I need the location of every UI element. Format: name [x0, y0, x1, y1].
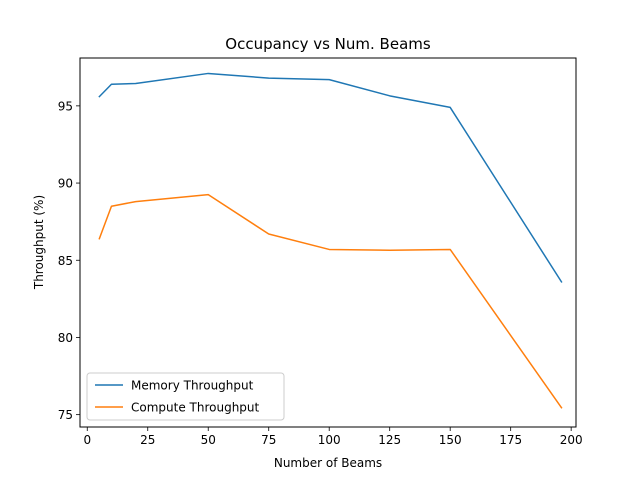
- x-axis-label: Number of Beams: [274, 456, 382, 470]
- legend-box: [86, 372, 285, 421]
- x-tick-label-50: 50: [201, 433, 216, 447]
- chart-title: Occupancy vs Num. Beams: [225, 35, 431, 53]
- x-tick-label-25: 25: [140, 433, 155, 447]
- series-line-memory-throughput: [98, 72, 563, 283]
- y-tick-label-95: 95: [58, 99, 73, 113]
- y-tick-label-90: 90: [58, 177, 73, 191]
- y-tick-label-85: 85: [58, 254, 73, 268]
- legend-label-memory-throughput: Memory Throughput: [131, 379, 254, 393]
- y-tick-label-75: 75: [58, 408, 73, 422]
- x-tick-label-125: 125: [378, 433, 401, 447]
- series-layer: [98, 72, 563, 409]
- y-tick-label-80: 80: [58, 331, 73, 345]
- y-axis-label: Throughput (%): [32, 195, 46, 290]
- legend: Memory Throughput Compute Throughput: [86, 372, 285, 421]
- series-line-compute-throughput: [98, 193, 563, 409]
- x-tick-label-200: 200: [560, 433, 583, 447]
- plot-area-frame: [79, 57, 577, 428]
- x-tick-label-175: 175: [499, 433, 522, 447]
- x-axis-ticks: 0 25 50 75 100 125 150 175 200: [83, 427, 583, 447]
- legend-label-compute-throughput: Compute Throughput: [131, 401, 260, 415]
- y-axis-ticks: 75 80 85 90 95: [58, 99, 80, 422]
- x-tick-label-150: 150: [439, 433, 462, 447]
- x-tick-label-100: 100: [318, 433, 341, 447]
- x-tick-label-0: 0: [83, 433, 91, 447]
- x-tick-label-75: 75: [261, 433, 276, 447]
